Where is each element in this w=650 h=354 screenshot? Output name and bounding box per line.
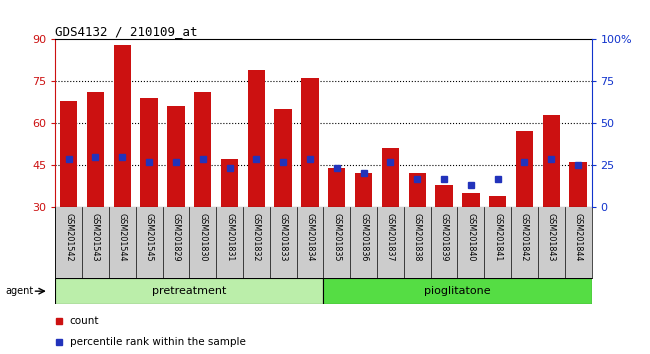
Text: GDS4132 / 210109_at: GDS4132 / 210109_at [55, 25, 198, 38]
Text: GSM201832: GSM201832 [252, 213, 261, 261]
Text: GSM201844: GSM201844 [573, 213, 582, 261]
Bar [301, 78, 318, 207]
Bar [462, 193, 480, 207]
Bar [274, 109, 292, 207]
Bar [248, 70, 265, 207]
Bar [543, 115, 560, 207]
FancyBboxPatch shape [324, 278, 592, 304]
Bar [140, 98, 158, 207]
Text: GSM201833: GSM201833 [279, 213, 288, 261]
Bar [382, 148, 399, 207]
Text: GSM201835: GSM201835 [332, 213, 341, 261]
Bar [167, 106, 185, 207]
Bar [114, 45, 131, 207]
Text: GSM201840: GSM201840 [466, 213, 475, 261]
Bar [194, 92, 211, 207]
Text: GSM201843: GSM201843 [547, 213, 556, 261]
Text: GSM201834: GSM201834 [306, 213, 315, 261]
Text: count: count [70, 316, 99, 326]
Text: pretreatment: pretreatment [152, 286, 226, 296]
Text: GSM201830: GSM201830 [198, 213, 207, 261]
Text: GSM201838: GSM201838 [413, 213, 422, 261]
Text: GSM201841: GSM201841 [493, 213, 502, 261]
Text: GSM201543: GSM201543 [91, 213, 100, 261]
Text: GSM201831: GSM201831 [225, 213, 234, 261]
Text: pioglitatone: pioglitatone [424, 286, 491, 296]
Text: GSM201545: GSM201545 [144, 213, 153, 261]
Bar [221, 159, 239, 207]
Text: GSM201542: GSM201542 [64, 213, 73, 261]
Bar [515, 131, 533, 207]
Bar [60, 101, 77, 207]
Bar [408, 173, 426, 207]
Bar [86, 92, 104, 207]
Text: GSM201842: GSM201842 [520, 213, 529, 261]
Text: agent: agent [5, 286, 33, 296]
Bar [328, 168, 346, 207]
Text: GSM201837: GSM201837 [386, 213, 395, 261]
Text: GSM201829: GSM201829 [172, 213, 181, 261]
Text: percentile rank within the sample: percentile rank within the sample [70, 337, 246, 347]
FancyBboxPatch shape [55, 278, 324, 304]
Bar [355, 173, 372, 207]
Bar [569, 162, 587, 207]
Text: GSM201839: GSM201839 [439, 213, 448, 261]
Text: GSM201836: GSM201836 [359, 213, 368, 261]
Bar [489, 196, 506, 207]
Text: GSM201544: GSM201544 [118, 213, 127, 261]
Bar [436, 185, 453, 207]
